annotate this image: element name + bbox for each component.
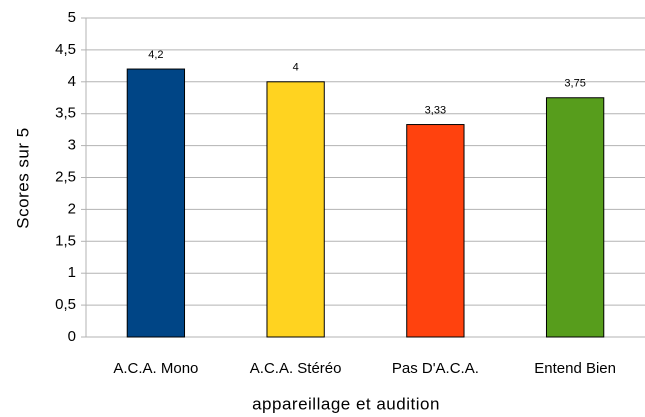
y-tick-label: 2 <box>68 200 76 217</box>
data-label: 4,2 <box>148 49 163 61</box>
y-axis-title: Scores sur 5 <box>13 127 32 228</box>
x-axis-title: appareillage et audition <box>252 394 440 413</box>
y-tick-label: 3 <box>68 137 76 154</box>
bar <box>126 68 186 338</box>
bar <box>266 81 325 338</box>
y-tick-label: 5 <box>68 9 76 26</box>
y-tick-label: 1 <box>68 264 76 281</box>
bar <box>406 124 465 338</box>
x-tick-label: A.C.A. Mono <box>113 360 198 377</box>
y-tick-label: 3,5 <box>55 105 76 122</box>
y-tick-label: 1,5 <box>55 232 76 249</box>
y-tick-label: 2,5 <box>55 168 76 185</box>
data-label: 3,33 <box>425 104 446 116</box>
x-tick-label: A.C.A. Stéréo <box>250 360 342 377</box>
y-tick-label: 4,5 <box>55 41 76 58</box>
data-label: 3,75 <box>564 78 585 90</box>
bar <box>545 97 605 338</box>
x-tick-label: Entend Bien <box>534 360 616 377</box>
y-tick-label: 0 <box>68 328 76 345</box>
y-tick-label: 4 <box>68 73 76 90</box>
y-tick-label: 0,5 <box>55 296 76 313</box>
data-label: 4 <box>293 62 299 74</box>
x-tick-label: Pas D'A.C.A. <box>392 360 479 377</box>
